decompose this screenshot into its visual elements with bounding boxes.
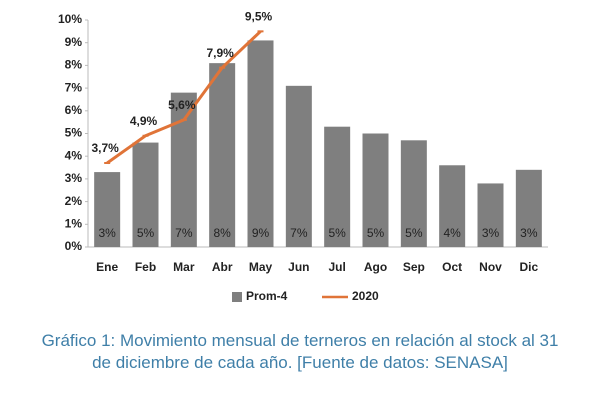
y-tick-label: 10% xyxy=(58,12,82,26)
x-tick-label: May xyxy=(249,260,273,274)
bar xyxy=(209,63,236,247)
chart: 0% 1% 2% 3% 4% 5% 6% 7% 8% 9% 10% Ene Feb Mar Abr May Ju… xyxy=(58,10,548,303)
y-tick-label: 7% xyxy=(65,80,83,94)
x-tick-label: Feb xyxy=(135,260,156,274)
y-tick-label: 3% xyxy=(65,171,83,185)
x-tick-label: Oct xyxy=(442,260,462,274)
x-tick-label: Nov xyxy=(479,260,502,274)
y-tick-label: 0% xyxy=(65,239,83,253)
bar xyxy=(362,133,389,247)
bar xyxy=(94,172,121,247)
caption: Gráfico 1: Movimiento mensual de ternero… xyxy=(41,331,559,372)
y-tick-label: 2% xyxy=(65,194,83,208)
bar xyxy=(170,92,197,247)
bar xyxy=(324,126,351,247)
bar-label: 5% xyxy=(405,226,423,240)
bar xyxy=(285,85,312,247)
y-tick-label: 1% xyxy=(65,216,83,230)
x-tick-label: Ene xyxy=(96,260,118,274)
line-label: 4,9% xyxy=(130,114,158,128)
legend-label: 2020 xyxy=(352,289,379,303)
x-tick-label: Ago xyxy=(364,260,387,274)
line-label: 5,6% xyxy=(168,98,196,112)
line-label: 3,7% xyxy=(91,141,119,155)
bar xyxy=(515,169,542,247)
x-tick-label: Dic xyxy=(519,260,538,274)
bar-label: 4% xyxy=(443,226,461,240)
bar-label: 5% xyxy=(367,226,385,240)
bar xyxy=(247,40,274,248)
bar-label: 9% xyxy=(252,226,270,240)
bar xyxy=(439,165,466,247)
y-tick-label: 8% xyxy=(65,58,83,72)
bar xyxy=(132,142,159,247)
y-tick-label: 9% xyxy=(65,35,83,49)
bar-label: 5% xyxy=(137,226,155,240)
y-tick-label: 6% xyxy=(65,103,83,117)
x-tick-label: Jul xyxy=(328,260,345,274)
bar-label: 7% xyxy=(175,226,193,240)
bar-label: 8% xyxy=(213,226,231,240)
bar xyxy=(477,183,504,247)
line-label: 9,5% xyxy=(245,10,273,24)
x-tick-label: Sep xyxy=(403,260,425,274)
bar-label: 5% xyxy=(328,226,346,240)
line-label: 7,9% xyxy=(206,46,234,60)
x-tick-label: Mar xyxy=(173,260,195,274)
bar-label: 3% xyxy=(482,226,500,240)
x-tick-label: Abr xyxy=(212,260,233,274)
bar-label: 7% xyxy=(290,226,308,240)
bar-label: 3% xyxy=(520,226,538,240)
legend-swatch xyxy=(232,292,242,302)
y-tick-label: 4% xyxy=(65,148,83,162)
bar-label: 3% xyxy=(98,226,116,240)
y-tick-label: 5% xyxy=(65,126,83,140)
bar xyxy=(400,140,427,247)
legend-label: Prom-4 xyxy=(246,289,288,303)
x-tick-label: Jun xyxy=(288,260,309,274)
